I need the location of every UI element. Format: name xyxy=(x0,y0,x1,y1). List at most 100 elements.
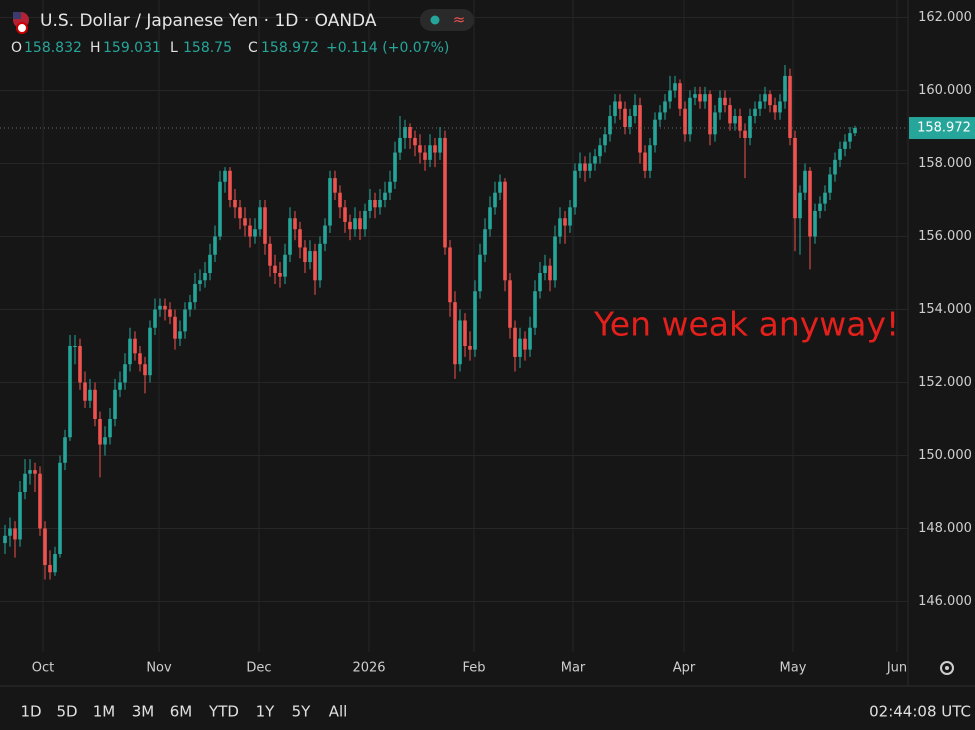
range-button[interactable]: 1Y xyxy=(256,703,276,721)
candle-body xyxy=(248,225,252,237)
candle-body xyxy=(233,200,237,208)
candle-body xyxy=(608,116,612,135)
settings-icon[interactable] xyxy=(940,661,954,675)
candle-body xyxy=(523,338,527,350)
candle-body xyxy=(48,564,52,573)
candle-body xyxy=(408,127,412,138)
candle-body xyxy=(313,251,317,281)
candle-body xyxy=(353,218,357,230)
candle-body xyxy=(328,178,332,226)
candle-body xyxy=(628,116,632,128)
candle-body xyxy=(778,101,782,113)
candle-body xyxy=(53,554,57,573)
y-tick-label: 158.000 xyxy=(918,156,972,171)
range-button[interactable]: 1M xyxy=(93,703,116,721)
toolbar: 1D 5D 1M 3M 6M YTD 1Y 5Y All 02:44:08 UTC xyxy=(20,703,971,721)
x-tick-label: 2026 xyxy=(352,661,385,676)
settings-icon-center xyxy=(945,666,949,670)
status-pill[interactable] xyxy=(420,9,474,31)
candle-body xyxy=(88,389,92,401)
candle-body xyxy=(278,272,282,277)
candle-body xyxy=(558,218,562,237)
candle-body xyxy=(633,105,637,117)
x-tick-label: Mar xyxy=(561,661,586,676)
candle-body xyxy=(133,338,137,354)
range-button[interactable]: YTD xyxy=(208,703,239,721)
candle-body xyxy=(43,528,47,565)
candle-body xyxy=(378,200,382,208)
candle-body xyxy=(463,320,467,346)
ohlc-legend: O 158.832 H 159.031 L 158.75 C 158.972 +0.114 (+… xyxy=(11,40,449,56)
candle-body xyxy=(638,105,642,153)
last-price-tag xyxy=(909,117,975,140)
ohlc-value: 159.031 xyxy=(103,40,161,56)
candle-body xyxy=(748,116,752,138)
x-tick-label: Oct xyxy=(32,661,54,676)
candle-body xyxy=(238,207,242,219)
candle-body xyxy=(138,353,142,365)
candle-body xyxy=(783,75,787,102)
y-tick-label: 160.000 xyxy=(918,83,972,98)
y-tick-label: 152.000 xyxy=(918,375,972,390)
flag-canton xyxy=(13,12,21,19)
candle-body xyxy=(363,210,367,230)
candle-body xyxy=(98,418,102,445)
candle-body xyxy=(188,302,192,310)
candle-body xyxy=(393,152,397,182)
candle-body xyxy=(798,192,802,219)
candle-body xyxy=(358,218,362,230)
candle-body xyxy=(643,152,647,171)
candle-body xyxy=(293,218,297,230)
candle-body xyxy=(223,170,227,182)
candle-body xyxy=(738,116,742,131)
ohlc-label: C xyxy=(248,40,258,56)
candle-body xyxy=(533,291,537,328)
candle-body xyxy=(23,473,27,492)
y-tick-label: 156.000 xyxy=(918,229,972,244)
candle-body xyxy=(853,128,857,134)
range-button[interactable]: 5Y xyxy=(292,703,312,721)
range-button[interactable]: All xyxy=(329,703,348,721)
candle-body xyxy=(28,470,32,474)
candle-body xyxy=(773,105,777,113)
candle-body xyxy=(453,302,457,365)
candle-body xyxy=(553,236,557,281)
x-tick-label: Nov xyxy=(146,661,172,676)
clock: 02:44:08 UTC xyxy=(869,703,971,721)
candle-body xyxy=(308,251,312,263)
y-tick-label: 146.000 xyxy=(918,594,972,609)
candle-body xyxy=(538,272,542,292)
candle-body xyxy=(33,470,37,474)
candle-body xyxy=(183,309,187,332)
candle-body xyxy=(273,265,277,273)
range-button[interactable]: 6M xyxy=(170,703,193,721)
candle-body xyxy=(803,170,807,193)
candle-body xyxy=(193,283,197,303)
candle-body xyxy=(838,148,842,160)
candle-body xyxy=(473,291,477,350)
candle-body xyxy=(603,134,607,146)
range-button[interactable]: 3M xyxy=(132,703,155,721)
candle-body xyxy=(668,90,672,102)
candle-body xyxy=(763,94,767,102)
x-tick-label: May xyxy=(780,661,807,676)
candle-body xyxy=(78,345,82,383)
flag-icon-jp xyxy=(16,22,28,34)
candle-body xyxy=(493,192,497,208)
candle-body xyxy=(513,327,517,357)
candle-body xyxy=(528,327,532,350)
candle-body xyxy=(623,108,627,128)
candle-body xyxy=(158,305,162,310)
x-tick-label: Dec xyxy=(246,661,271,676)
candle-body xyxy=(218,181,222,237)
grid xyxy=(0,0,908,652)
candle-body xyxy=(478,254,482,292)
candle-body xyxy=(468,345,472,350)
ohlc-label: O xyxy=(11,40,22,56)
candle-body xyxy=(8,528,12,536)
range-button[interactable]: 1D xyxy=(20,703,41,721)
candle-body xyxy=(593,156,597,164)
candle-body xyxy=(13,528,17,540)
range-button[interactable]: 5D xyxy=(56,703,77,721)
